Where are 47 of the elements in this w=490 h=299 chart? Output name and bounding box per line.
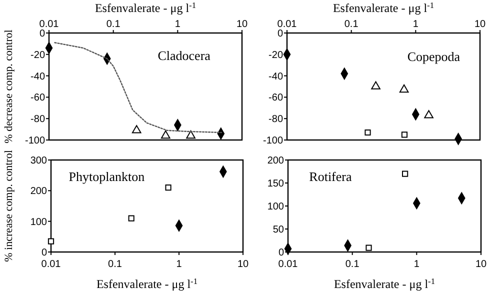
y-tick-label: 0 bbox=[278, 248, 284, 258]
y-axis-title: % increase comp. control bbox=[3, 150, 15, 262]
y-tick-label: 300 bbox=[30, 156, 48, 166]
x-tick-label: 1 bbox=[412, 19, 419, 30]
y-tick-label: -100 bbox=[24, 136, 46, 146]
x-axis-title: Esfenvalerate - μg l$^{-1}$ bbox=[94, 0, 196, 15]
y-tick-label: 200 bbox=[267, 156, 284, 166]
x-axis-title: Esfenvalerate - μg l$^{-1}$ bbox=[332, 0, 434, 15]
y-tick-label: -80 bbox=[268, 114, 284, 126]
y-tick-label: -80 bbox=[30, 114, 46, 126]
text: Phytoplankton bbox=[68, 169, 146, 184]
y-tick-label: 150 bbox=[267, 178, 284, 190]
y-tick-label: -40 bbox=[268, 71, 284, 82]
y-tick-label: -60 bbox=[30, 92, 46, 104]
x-tick-label: 1 bbox=[174, 19, 181, 30]
x-tick-label: 0.01 bbox=[39, 19, 60, 30]
x-tick-label: 1 bbox=[176, 259, 182, 270]
y-tick-label: -100 bbox=[262, 136, 284, 146]
text: Rotifera bbox=[309, 169, 352, 184]
y-tick-label: -40 bbox=[30, 71, 46, 82]
x-tick-label: 0.1 bbox=[344, 19, 359, 30]
y-tick-label: 0 bbox=[41, 248, 48, 258]
x-tick-label: 10 bbox=[475, 259, 487, 270]
x-tick-label: 1 bbox=[414, 259, 420, 270]
y-tick-label: -20 bbox=[30, 50, 46, 61]
y-tick-label: -60 bbox=[268, 92, 284, 104]
x-tick-label: 0.1 bbox=[345, 259, 360, 270]
x-tick-label: 0.1 bbox=[108, 259, 122, 270]
y-tick-label: 50 bbox=[272, 224, 284, 236]
x-tick-label: 10 bbox=[474, 19, 486, 30]
x-tick-label: 0.01 bbox=[278, 259, 298, 270]
y-tick-label: 100 bbox=[30, 216, 48, 228]
x-tick-label: 0.01 bbox=[41, 259, 62, 270]
x-axis-title: Esfenvalerate - μg l$^{-1}$ bbox=[334, 276, 436, 291]
x-tick-label: 0.01 bbox=[277, 19, 298, 30]
y-axis-title: % decrease comp. control bbox=[3, 30, 15, 144]
y-tick-label: 0 bbox=[39, 28, 46, 40]
y-tick-label: 100 bbox=[267, 202, 284, 212]
text: Cladocera bbox=[158, 48, 211, 63]
x-tick-label: 0.1 bbox=[106, 19, 121, 30]
x-axis-title: Esfenvalerate - μg l$^{-1}$ bbox=[96, 276, 198, 291]
y-tick-label: 200 bbox=[30, 186, 48, 198]
x-tick-label: 10 bbox=[237, 259, 249, 270]
x-tick-label: 10 bbox=[236, 19, 248, 30]
y-tick-label: 0 bbox=[277, 28, 284, 40]
text: Copepoda bbox=[407, 48, 460, 64]
y-tick-label: -20 bbox=[268, 50, 284, 61]
